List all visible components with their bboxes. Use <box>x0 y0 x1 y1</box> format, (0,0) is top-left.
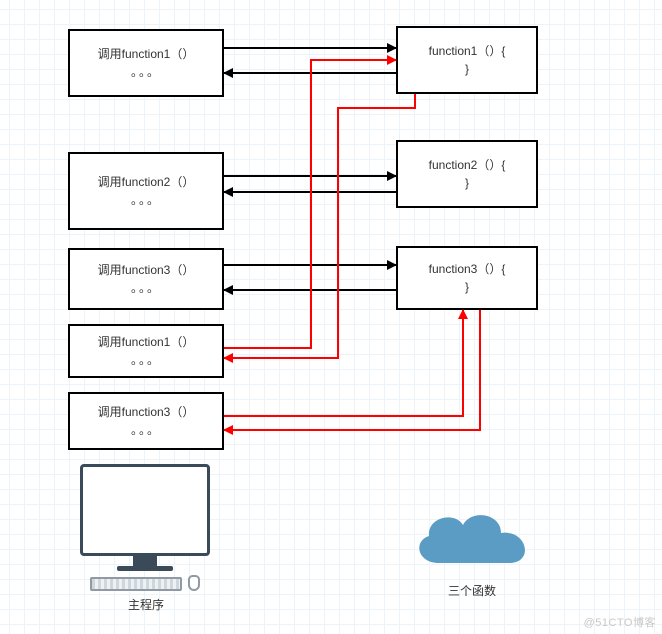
node-label: 调用function3（） <box>98 261 195 279</box>
node-label-top: function2（）{ <box>429 156 506 174</box>
node-c4: 调用function1（）。。。 <box>68 324 224 378</box>
node-f3: function3（）{} <box>396 246 538 310</box>
node-f1: function1（）{} <box>396 26 538 94</box>
node-c2: 调用function2（）。。。 <box>68 152 224 230</box>
node-c1: 调用function1（）。。。 <box>68 29 224 97</box>
node-label: 调用function1（） <box>98 45 195 63</box>
cloud-caption: 三个函数 <box>448 582 496 599</box>
node-sublabel: 。。。 <box>131 191 161 209</box>
node-label: 调用function2（） <box>98 173 195 191</box>
node-label-bot: } <box>465 278 469 296</box>
node-sublabel: 。。。 <box>131 279 161 297</box>
computer-icon <box>75 464 215 591</box>
node-sublabel: 。。。 <box>131 63 161 81</box>
node-label-bot: } <box>465 60 469 78</box>
node-f2: function2（）{} <box>396 140 538 208</box>
node-label-top: function1（）{ <box>429 42 506 60</box>
cloud-icon <box>405 501 540 573</box>
node-sublabel: 。。。 <box>131 421 161 439</box>
node-label-top: function3（）{ <box>429 260 506 278</box>
node-c5: 调用function3（）。。。 <box>68 392 224 450</box>
node-label-bot: } <box>465 174 469 192</box>
node-sublabel: 。。。 <box>131 351 161 369</box>
watermark: @51CTO博客 <box>584 614 656 630</box>
node-label: 调用function3（） <box>98 403 195 421</box>
node-c3: 调用function3（）。。。 <box>68 248 224 310</box>
computer-caption: 主程序 <box>128 596 164 613</box>
node-label: 调用function1（） <box>98 333 195 351</box>
